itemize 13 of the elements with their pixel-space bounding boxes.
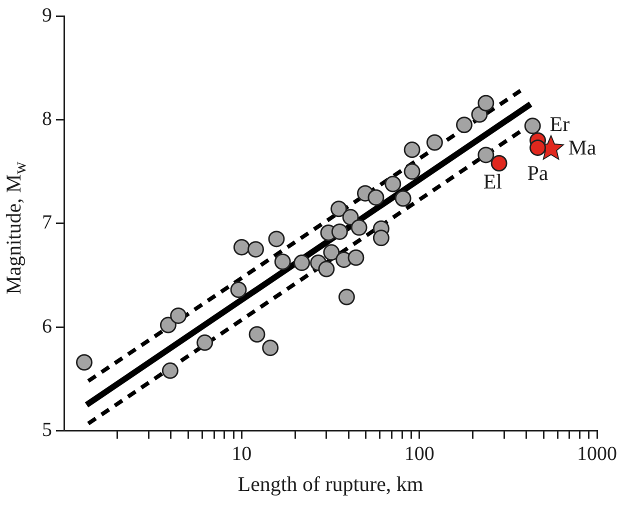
y-tick-label: 8	[42, 108, 52, 130]
annotation: Pa	[527, 161, 549, 186]
x-tick-label: 1000	[577, 443, 617, 466]
x-axis-title: Length of rupture, km	[238, 472, 424, 496]
annotation: El	[483, 169, 502, 194]
y-tick-label: 7	[42, 212, 52, 234]
annotation: Er	[550, 112, 570, 136]
y-tick-label: 5	[42, 419, 52, 442]
x-tick-label: 100	[404, 443, 434, 466]
y-tick-label: 9	[42, 4, 52, 26]
annotation: Ma	[568, 135, 597, 160]
x-tick-label: 10	[232, 443, 252, 466]
y-tick-label: 6	[42, 315, 52, 338]
